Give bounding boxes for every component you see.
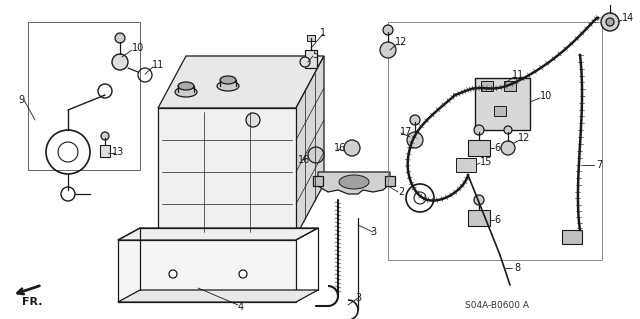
Ellipse shape <box>339 175 369 189</box>
Circle shape <box>115 33 125 43</box>
Ellipse shape <box>175 87 197 97</box>
Bar <box>468 210 490 226</box>
Text: 3: 3 <box>370 227 376 237</box>
Bar <box>305 50 317 68</box>
Text: 1: 1 <box>320 28 326 38</box>
Text: 11: 11 <box>512 70 524 80</box>
Bar <box>494 106 506 116</box>
Bar <box>504 81 516 91</box>
Text: 4: 4 <box>238 302 244 312</box>
Bar <box>456 158 476 172</box>
Circle shape <box>383 25 393 35</box>
Circle shape <box>239 270 247 278</box>
Circle shape <box>410 115 420 125</box>
Text: 10: 10 <box>540 91 552 101</box>
Text: 6: 6 <box>494 143 500 153</box>
Text: S04A-B0600 A: S04A-B0600 A <box>465 300 529 309</box>
Circle shape <box>474 125 484 135</box>
Text: 13: 13 <box>112 147 124 157</box>
Text: 3: 3 <box>355 293 361 303</box>
Text: 11: 11 <box>152 60 164 70</box>
Text: 8: 8 <box>514 263 520 273</box>
Text: 17: 17 <box>400 127 412 137</box>
Bar <box>468 140 490 156</box>
Circle shape <box>300 57 310 67</box>
Polygon shape <box>118 228 318 240</box>
Bar <box>118 240 296 302</box>
Text: FR.: FR. <box>22 297 42 307</box>
Bar <box>28 22 140 170</box>
Bar <box>388 22 602 260</box>
Ellipse shape <box>217 81 239 91</box>
Circle shape <box>308 147 324 163</box>
Text: 7: 7 <box>596 160 602 170</box>
Text: 16: 16 <box>298 155 310 165</box>
Bar <box>475 78 530 130</box>
Polygon shape <box>158 56 324 108</box>
Circle shape <box>407 132 423 148</box>
Circle shape <box>246 113 260 127</box>
Text: 5: 5 <box>312 50 318 60</box>
Text: 10: 10 <box>132 43 144 53</box>
Circle shape <box>606 18 614 26</box>
Circle shape <box>504 126 512 134</box>
Polygon shape <box>318 172 390 194</box>
Circle shape <box>474 195 484 205</box>
Text: 6: 6 <box>494 215 500 225</box>
Bar <box>385 176 395 186</box>
Circle shape <box>112 54 128 70</box>
Bar <box>562 230 582 244</box>
Bar <box>481 81 493 91</box>
Polygon shape <box>296 56 324 236</box>
Text: 14: 14 <box>622 13 634 23</box>
Circle shape <box>501 141 515 155</box>
Text: 9: 9 <box>18 95 24 105</box>
Text: 12: 12 <box>395 37 408 47</box>
Ellipse shape <box>178 82 194 90</box>
Text: 16: 16 <box>334 143 346 153</box>
Bar <box>313 176 323 186</box>
Bar <box>100 145 110 157</box>
Ellipse shape <box>220 76 236 84</box>
Circle shape <box>344 140 360 156</box>
Circle shape <box>380 42 396 58</box>
Text: 12: 12 <box>518 133 531 143</box>
Circle shape <box>101 132 109 140</box>
Polygon shape <box>118 290 318 302</box>
Circle shape <box>169 270 177 278</box>
Bar <box>158 108 296 236</box>
Text: 2: 2 <box>398 187 404 197</box>
Text: 15: 15 <box>480 157 492 167</box>
Circle shape <box>601 13 619 31</box>
Bar <box>307 35 315 41</box>
